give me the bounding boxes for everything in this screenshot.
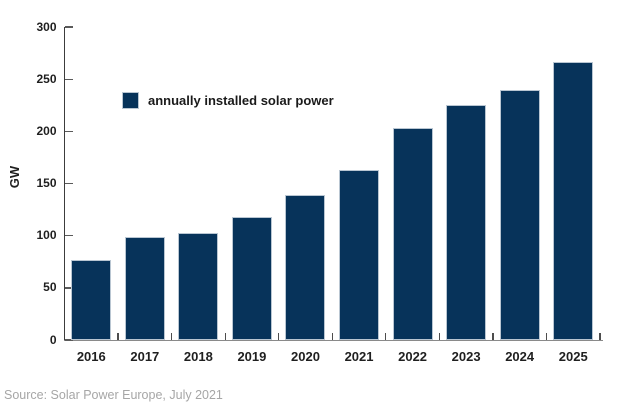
bar-2016 [71, 259, 112, 340]
x-tick-4 [278, 333, 280, 340]
y-tick-200 [64, 130, 73, 133]
bar-2022 [392, 128, 433, 340]
x-tick-8 [492, 333, 494, 340]
legend-label: annually installed solar power [148, 93, 334, 108]
x-axis-line [63, 339, 603, 341]
bar-2017 [124, 236, 165, 340]
y-axis-line [63, 27, 65, 341]
bar-2021 [339, 169, 380, 340]
y-tick-300 [64, 26, 73, 28]
y-tick-label-200: 200 [36, 123, 57, 138]
legend: annually installed solar power [122, 92, 334, 109]
y-tick-150 [64, 182, 73, 185]
x-tick-6 [385, 333, 387, 340]
x-tick-9 [545, 333, 548, 340]
x-tick-label-2025: 2025 [558, 349, 588, 364]
legend-swatch-icon [122, 92, 139, 109]
bar-2018 [178, 232, 219, 340]
x-tick-label-2016: 2016 [76, 349, 106, 364]
y-tick-100 [64, 235, 73, 237]
x-tick-3 [224, 333, 226, 340]
x-tick-label-2022: 2022 [398, 349, 428, 364]
bar-2025 [553, 62, 594, 340]
x-tick-5 [331, 333, 333, 340]
x-tick-2 [171, 333, 173, 340]
x-tick-label-2017: 2017 [130, 349, 160, 364]
x-tick-label-2019: 2019 [237, 349, 267, 364]
y-tick-label-50: 50 [43, 280, 57, 295]
y-tick-label-100: 100 [36, 228, 57, 243]
x-tick-1 [117, 333, 119, 340]
x-tick-label-2020: 2020 [291, 349, 320, 364]
y-tick-250 [64, 78, 73, 80]
bar-2020 [285, 194, 326, 340]
y-tick-label-0: 0 [49, 332, 57, 347]
y-tick-50 [64, 287, 73, 289]
y-tick-label-250: 250 [36, 71, 57, 86]
x-tick-10 [599, 333, 601, 340]
bar-2023 [446, 105, 487, 340]
bar-2019 [231, 216, 272, 340]
x-tick-label-2023: 2023 [451, 349, 481, 364]
x-tick-label-2018: 2018 [183, 349, 213, 364]
bar-2024 [499, 89, 540, 340]
x-tick-label-2024: 2024 [505, 349, 535, 364]
y-tick-label-150: 150 [36, 176, 57, 190]
x-tick-label-2021: 2021 [344, 349, 374, 364]
x-tick-7 [438, 333, 441, 340]
source-note: Source: Solar Power Europe, July 2021 [4, 388, 223, 402]
y-tick-0 [64, 339, 73, 341]
y-tick-label-300: 300 [36, 19, 57, 34]
